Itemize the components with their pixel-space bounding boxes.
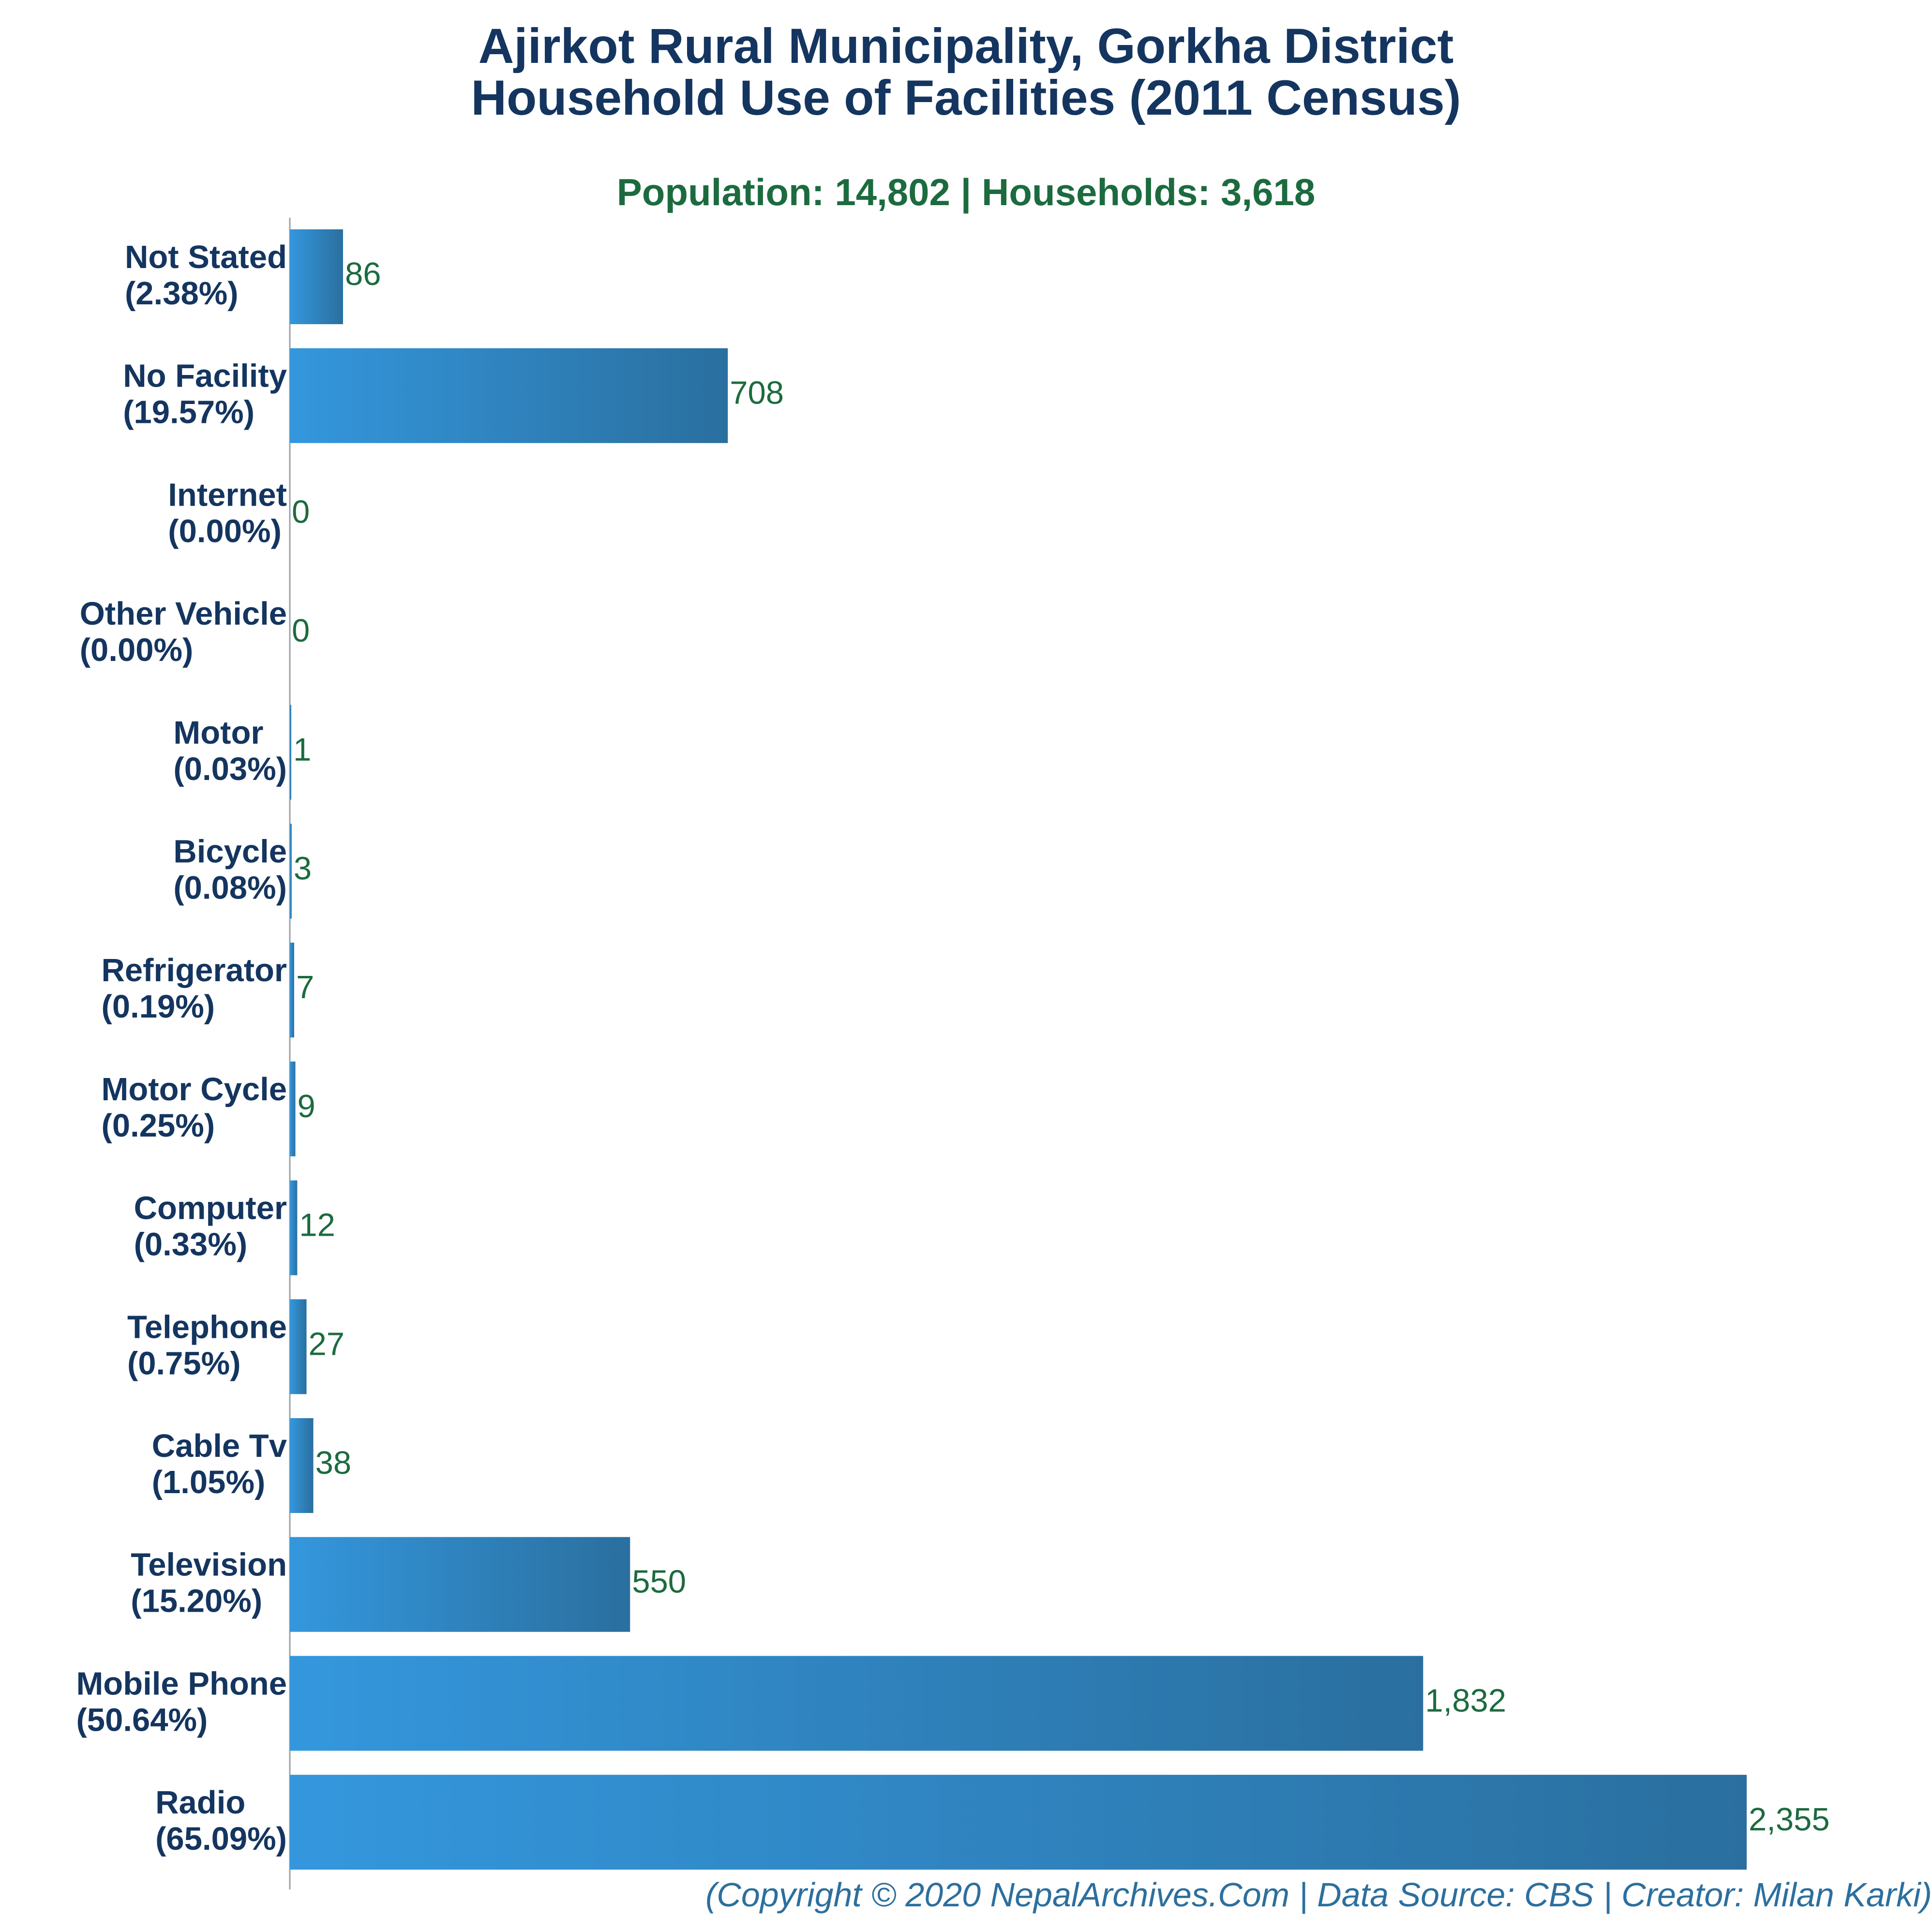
chart-subtitle: Population: 14,802 | Households: 3,618 [616,171,1316,213]
bars-group [290,229,1747,1870]
value-label-bicycle: 3 [294,851,312,887]
value-label-internet: 0 [292,494,310,530]
value-label-cable-tv: 38 [315,1445,352,1481]
category-label-internet: Internet (0.00%) [168,477,287,549]
bar-refrigerator [290,943,294,1038]
category-label-radio: Radio (65.09%) [155,1784,287,1857]
category-label-refrigerator: Refrigerator (0.19%) [102,952,287,1025]
category-label-mobile-phone: Mobile Phone (50.64%) [76,1665,287,1738]
bar-radio [290,1775,1747,1870]
chart-title-line1: Ajirkot Rural Municipality, Gorkha Distr… [478,18,1454,74]
value-label-telephone: 27 [309,1326,345,1362]
value-label-not-stated: 86 [345,256,381,292]
bar-not-stated [290,229,343,324]
category-label-not-stated: Not Stated (2.38%) [125,239,287,312]
bar-motor [290,704,291,800]
value-label-motor-cycle: 9 [298,1088,315,1124]
value-label-computer: 12 [299,1207,335,1243]
value-label-refrigerator: 7 [296,969,314,1005]
bar-mobile-phone [290,1656,1423,1751]
category-label-no-facility: No Facility (19.57%) [123,358,287,431]
bar-bicycle [290,824,292,919]
bar-computer [290,1180,298,1275]
category-label-bicycle: Bicycle (0.08%) [173,834,287,906]
value-label-motor: 1 [293,732,311,768]
bar-television [290,1537,630,1632]
value-label-mobile-phone: 1,832 [1425,1682,1506,1719]
value-label-no-facility: 708 [730,375,784,411]
bar-telephone [290,1299,307,1394]
footer-credits: (Copyright © 2020 NepalArchives.Com | Da… [705,1876,1932,1914]
chart-title-line2: Household Use of Facilities (2011 Census… [471,70,1461,125]
labels-group: 86 Not Stated (2.38%) 708 No Facility (19.57%… [76,239,1830,1857]
bar-motor-cycle [290,1061,296,1156]
category-label-television: Television (15.20%) [131,1547,287,1619]
bar-cable-tv [290,1418,314,1513]
value-label-radio: 2,355 [1749,1801,1830,1838]
category-label-other-vehicle: Other Vehicle (0.00%) [80,596,287,668]
value-label-television: 550 [632,1564,686,1600]
value-label-other-vehicle: 0 [292,613,310,649]
category-label-computer: Computer (0.33%) [134,1190,287,1263]
category-label-motor: Motor (0.03%) [173,715,287,787]
category-label-telephone: Telephone (0.75%) [127,1309,287,1381]
category-label-motor-cycle: Motor Cycle (0.25%) [102,1071,287,1144]
bar-no-facility [290,348,728,443]
category-label-cable-tv: Cable Tv (1.05%) [152,1428,287,1500]
